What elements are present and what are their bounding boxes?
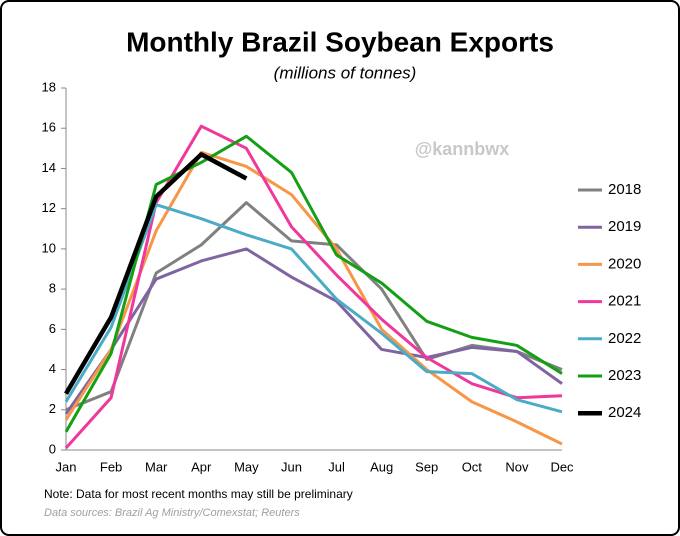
x-tick-label: Aug — [370, 459, 393, 474]
series-line — [64, 124, 563, 449]
legend-label: 2024 — [608, 404, 641, 421]
series-line — [64, 203, 563, 414]
y-tick-label: 14 — [42, 160, 56, 175]
chart-title: Monthly Brazil Soybean Exports — [126, 26, 554, 57]
y-tick-label: 10 — [42, 240, 56, 255]
y-tick-label: 4 — [49, 361, 56, 376]
x-tick-label: Oct — [462, 459, 483, 474]
chart-subtitle: (millions of tonnes) — [274, 63, 417, 82]
x-tick-label: Nov — [505, 459, 529, 474]
series-line — [64, 247, 563, 415]
x-tick-label: Jun — [281, 459, 302, 474]
x-tick-label: Feb — [100, 459, 122, 474]
source: Data sources: Brazil Ag Ministry/Comexst… — [44, 507, 300, 519]
y-tick-label: 18 — [42, 79, 56, 94]
x-tick-label: Jul — [328, 459, 345, 474]
y-tick-label: 2 — [49, 401, 56, 416]
x-tick-label: Dec — [550, 459, 574, 474]
note: Note: Data for most recent months may st… — [44, 487, 353, 501]
legend-label: 2019 — [608, 218, 641, 235]
x-tick-label: Apr — [191, 459, 212, 474]
x-tick-label: May — [234, 459, 259, 474]
legend-label: 2020 — [608, 255, 641, 272]
series-line — [64, 150, 563, 446]
y-tick-label: 6 — [49, 321, 56, 336]
series-line — [64, 152, 248, 395]
x-tick-label: Sep — [415, 459, 438, 474]
legend-label: 2022 — [608, 330, 641, 347]
y-tick-label: 8 — [49, 281, 56, 296]
legend-label: 2018 — [608, 181, 641, 198]
y-tick-label: 16 — [42, 120, 56, 135]
y-tick-label: 0 — [49, 441, 56, 456]
watermark: @kannbwx — [415, 139, 510, 159]
x-tick-label: Jan — [56, 459, 77, 474]
x-tick-label: Mar — [145, 459, 168, 474]
legend-label: 2023 — [608, 367, 641, 384]
y-tick-label: 12 — [42, 200, 56, 215]
legend-label: 2021 — [608, 293, 641, 310]
